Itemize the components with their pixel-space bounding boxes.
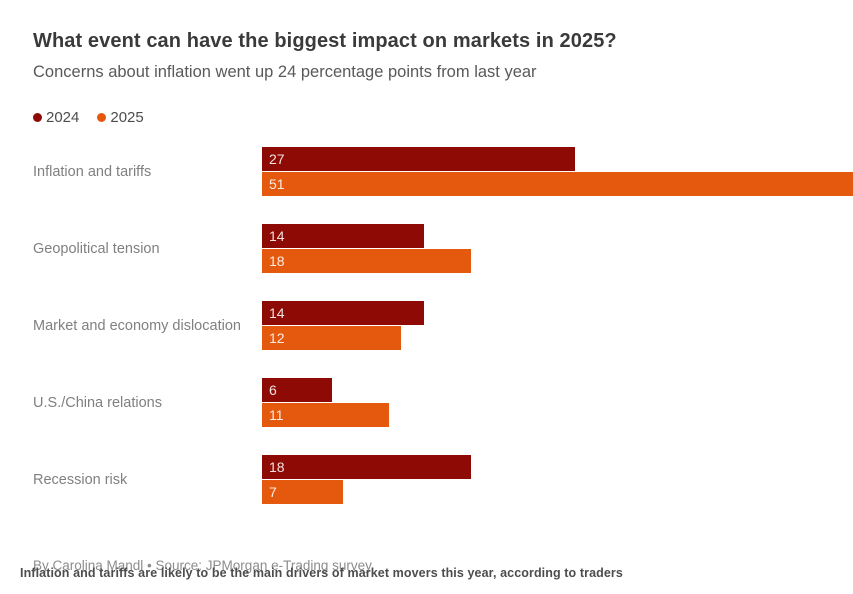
value-label: 14 bbox=[269, 228, 285, 244]
chart-row: U.S./China relations 6 11 bbox=[33, 378, 853, 427]
chart-row: Market and economy dislocation 14 12 bbox=[33, 301, 853, 350]
chart-title: What event can have the biggest impact o… bbox=[33, 30, 617, 52]
bar-2025: 7 bbox=[262, 480, 344, 504]
value-label: 51 bbox=[269, 176, 285, 192]
value-label: 12 bbox=[269, 330, 285, 346]
category-label: Inflation and tariffs bbox=[33, 163, 152, 180]
bar-2025: 12 bbox=[262, 326, 402, 350]
legend-label: 2024 bbox=[46, 108, 80, 126]
bar-2025: 11 bbox=[262, 403, 390, 427]
bar-group: 18 7 bbox=[262, 455, 853, 504]
legend-dot-icon bbox=[97, 112, 107, 122]
chart-row: Recession risk 18 7 bbox=[33, 455, 853, 504]
bar-2024: 18 bbox=[262, 455, 471, 479]
bar-group: 14 12 bbox=[262, 301, 853, 350]
value-label: 7 bbox=[269, 484, 277, 500]
bar-group: 6 11 bbox=[262, 378, 853, 427]
legend-dot-icon bbox=[33, 112, 42, 122]
bar-2025: 18 bbox=[262, 249, 471, 273]
category-label: U.S./China relations bbox=[33, 394, 162, 411]
legend-label: 2025 bbox=[110, 108, 144, 126]
byline: By Carolina Mandl • Source: JPMorgan e-T… bbox=[33, 558, 372, 573]
category-label: Recession risk bbox=[33, 471, 128, 488]
value-label: 6 bbox=[269, 382, 277, 398]
bar-group: 14 18 bbox=[262, 224, 853, 273]
bar-chart: Inflation and tariffs 27 51 Geopolitical te… bbox=[33, 147, 853, 504]
value-label: 14 bbox=[269, 305, 285, 321]
category-label: Geopolitical tension bbox=[33, 240, 160, 257]
legend-item-2025: 2025 bbox=[97, 108, 144, 126]
bar-group: 27 51 bbox=[262, 147, 853, 196]
value-label: 11 bbox=[269, 407, 284, 423]
category-label: Market and economy dislocation bbox=[33, 317, 241, 334]
chart-subtitle: Concerns about inflation went up 24 perc… bbox=[33, 63, 537, 81]
chart-row: Geopolitical tension 14 18 bbox=[33, 224, 853, 273]
legend-item-2024: 2024 bbox=[33, 109, 79, 126]
value-label: 27 bbox=[269, 151, 285, 167]
value-label: 18 bbox=[269, 253, 285, 269]
legend: 2024 2025 bbox=[33, 108, 853, 126]
bar-2024: 14 bbox=[262, 224, 425, 248]
caption: Inflation and tariffs are likely to be t… bbox=[20, 566, 623, 580]
value-label: 18 bbox=[269, 459, 285, 475]
bar-2024: 14 bbox=[262, 301, 425, 325]
chart-row: Inflation and tariffs 27 51 bbox=[33, 147, 853, 196]
bar-2024: 27 bbox=[262, 147, 575, 171]
bar-2025: 51 bbox=[262, 172, 853, 196]
bar-2024: 6 bbox=[262, 378, 332, 402]
